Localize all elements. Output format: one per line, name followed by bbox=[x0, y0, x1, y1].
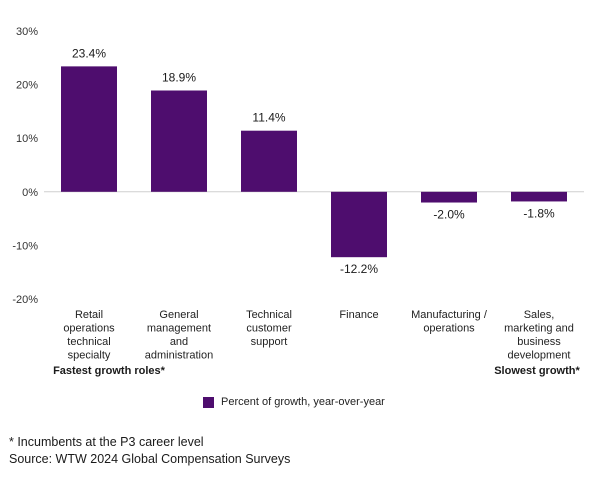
category-label: Finance bbox=[339, 309, 378, 321]
footnote-source: Source: WTW 2024 Global Compensation Sur… bbox=[9, 452, 291, 466]
category-label: Manufacturing / operations bbox=[411, 309, 488, 335]
footnotes: * Incumbents at the P3 career level Sour… bbox=[9, 434, 290, 468]
bar bbox=[421, 191, 477, 203]
data-label: -1.8% bbox=[523, 206, 555, 220]
bar bbox=[61, 66, 117, 192]
category-label: Retail operations technical specialty bbox=[63, 309, 115, 362]
data-label: 23.4% bbox=[72, 46, 106, 60]
y-tick-label: 10% bbox=[16, 133, 38, 145]
y-tick-label: -10% bbox=[12, 240, 38, 252]
bar-chart: 30% 20% 10% 0% -10% -20% 23.4% 18.9% 11.4% -12.2… bbox=[12, 26, 584, 377]
category-label: General management and administration bbox=[145, 309, 213, 362]
data-labels-group: 23.4% 18.9% 11.4% -12.2% -2.0% -1.8% bbox=[72, 46, 555, 276]
category-label: Sales, marketing and business development bbox=[504, 309, 574, 362]
legend-label: Percent of growth, year-over-year bbox=[221, 396, 385, 408]
bar bbox=[151, 90, 207, 192]
legend: Percent of growth, year-over-year bbox=[203, 396, 385, 408]
y-tick-label: 0% bbox=[22, 187, 38, 199]
bars-group bbox=[61, 66, 567, 258]
fastest-growth-label: Fastest growth roles* bbox=[53, 365, 166, 377]
y-tick-label: 30% bbox=[16, 26, 38, 38]
slowest-growth-label: Slowest growth* bbox=[494, 365, 580, 377]
legend-swatch bbox=[203, 396, 214, 408]
y-tick-label: 20% bbox=[16, 80, 38, 92]
data-label: 11.4% bbox=[252, 111, 285, 125]
category-labels-group: Retail operations technical specialty Genera… bbox=[63, 309, 574, 362]
category-label: Technical customer support bbox=[246, 309, 292, 348]
data-label: 18.9% bbox=[162, 70, 196, 84]
bar bbox=[241, 130, 297, 192]
bar bbox=[511, 191, 567, 202]
bar bbox=[331, 191, 387, 258]
data-label: -12.2% bbox=[340, 262, 378, 276]
data-label: -2.0% bbox=[433, 208, 465, 222]
y-tick-label: -20% bbox=[12, 294, 38, 306]
footnote-incumbents: * Incumbents at the P3 career level bbox=[9, 435, 204, 449]
y-axis: 30% 20% 10% 0% -10% -20% bbox=[12, 26, 38, 306]
